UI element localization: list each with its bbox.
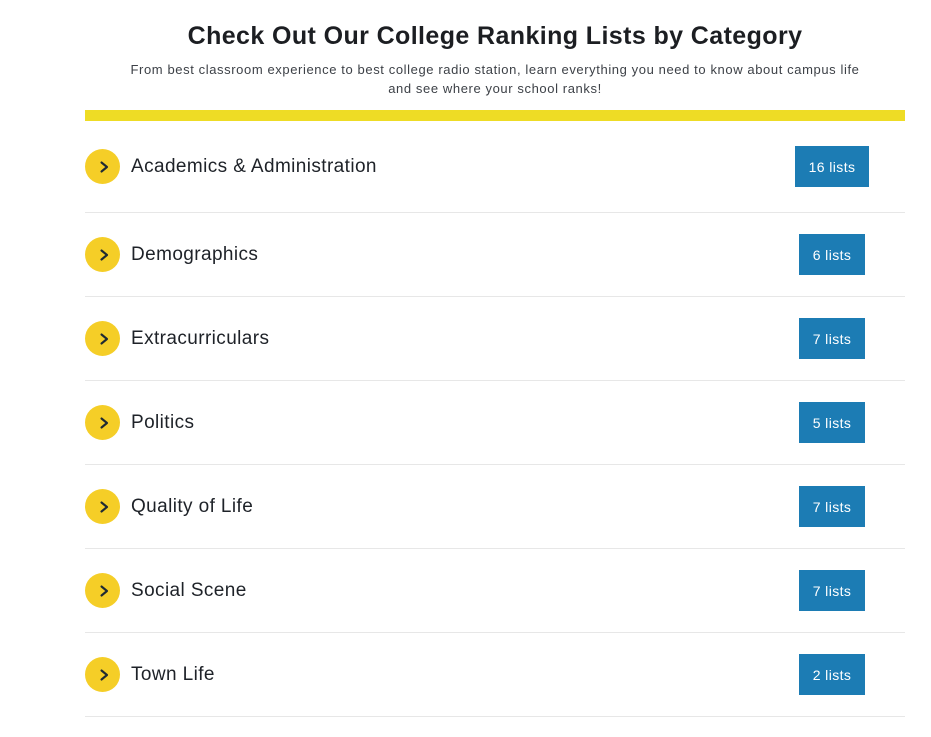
badge-column: 7 lists xyxy=(759,570,905,611)
category-badge: 7 lists xyxy=(798,318,866,359)
category-label: Politics xyxy=(131,411,195,433)
badge-column: 7 lists xyxy=(759,486,905,527)
chevron-right-icon xyxy=(95,584,111,598)
page-title: Check Out Our College Ranking Lists by C… xyxy=(187,22,803,50)
category-label: Town Life xyxy=(131,663,215,685)
page-container: Check Out Our College Ranking Lists by C… xyxy=(85,0,905,717)
category-row[interactable]: Town Life 2 lists xyxy=(85,633,905,717)
yellow-accent-bar xyxy=(85,110,905,121)
chevron-right-icon xyxy=(95,160,111,174)
category-label: Quality of Life xyxy=(131,495,254,517)
chevron-right-icon xyxy=(95,248,111,262)
category-list: Academics & Administration 16 lists Demo… xyxy=(85,121,905,717)
category-label: Academics & Administration xyxy=(131,155,377,177)
category-row[interactable]: Social Scene 7 lists xyxy=(85,549,905,633)
category-badge: 2 lists xyxy=(798,654,866,695)
category-row[interactable]: Extracurriculars 7 lists xyxy=(85,297,905,381)
category-row[interactable]: Politics 5 lists xyxy=(85,381,905,465)
category-badge: 16 lists xyxy=(794,146,870,187)
page-subtitle-line-2: and see where your school ranks! xyxy=(388,81,602,96)
category-badge: 7 lists xyxy=(798,486,866,527)
category-badge: 7 lists xyxy=(798,570,866,611)
badge-column: 7 lists xyxy=(759,318,905,359)
category-label: Social Scene xyxy=(131,579,247,601)
badge-column: 16 lists xyxy=(759,146,905,187)
chevron-right-icon xyxy=(95,500,111,514)
expand-category-button[interactable] xyxy=(85,657,120,692)
chevron-right-icon xyxy=(95,668,111,682)
expand-category-button[interactable] xyxy=(85,149,120,184)
expand-category-button[interactable] xyxy=(85,489,120,524)
page-header: Check Out Our College Ranking Lists by C… xyxy=(85,0,905,98)
category-row[interactable]: Quality of Life 7 lists xyxy=(85,465,905,549)
chevron-right-icon xyxy=(95,332,111,346)
expand-category-button[interactable] xyxy=(85,321,120,356)
page-subtitle-line-1: From best classroom experience to best c… xyxy=(130,62,860,77)
badge-column: 6 lists xyxy=(759,234,905,275)
chevron-right-icon xyxy=(95,416,111,430)
category-row[interactable]: Academics & Administration 16 lists xyxy=(85,121,905,213)
badge-column: 5 lists xyxy=(759,402,905,443)
category-badge: 5 lists xyxy=(798,402,866,443)
expand-category-button[interactable] xyxy=(85,237,120,272)
category-row[interactable]: Demographics 6 lists xyxy=(85,213,905,297)
category-label: Extracurriculars xyxy=(131,327,270,349)
category-label: Demographics xyxy=(131,243,259,265)
expand-category-button[interactable] xyxy=(85,573,120,608)
expand-category-button[interactable] xyxy=(85,405,120,440)
badge-column: 2 lists xyxy=(759,654,905,695)
category-badge: 6 lists xyxy=(798,234,866,275)
